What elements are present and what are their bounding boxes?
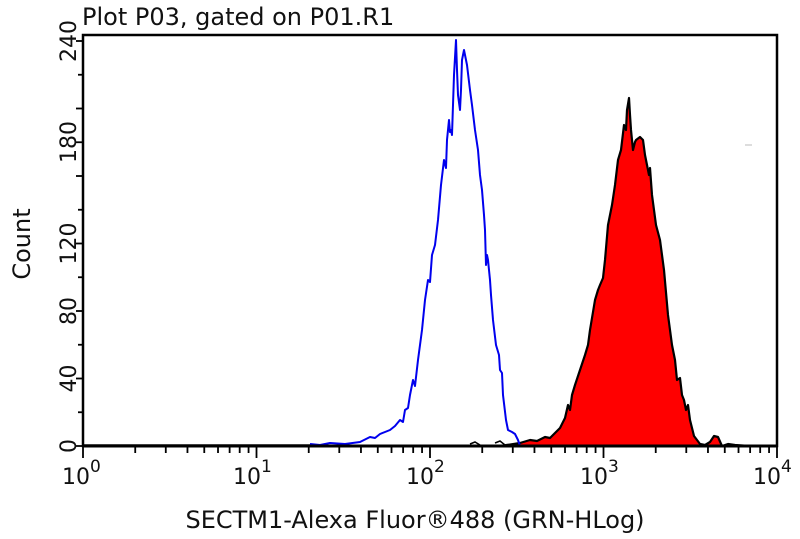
y-axis-ticks: [76, 40, 83, 447]
y-tick-label-0: 0: [57, 439, 82, 453]
plot-title: Plot P03, gated on P01.R1: [82, 3, 395, 31]
x-tick-label-1e2: 102: [406, 457, 445, 490]
x-tick-label-1e4: 104: [753, 457, 792, 490]
y-tick-label-120: 120: [57, 223, 82, 265]
x-tick-labels: 100 101 102 103 104: [62, 457, 792, 490]
baseline-noise: [84, 440, 506, 446]
y-tick-label-240: 240: [57, 20, 82, 62]
x-tick-label-1e0: 100: [62, 457, 101, 490]
sample-histogram-fill: [498, 96, 752, 448]
y-axis-label: Count: [8, 208, 36, 280]
x-tick-label-1e1: 101: [233, 457, 272, 490]
x-tick-label-1e3: 103: [580, 457, 619, 490]
x-axis-ticks: [82, 446, 778, 458]
control-histogram-line: [309, 39, 521, 447]
y-tick-label-40: 40: [57, 365, 82, 393]
y-tick-labels: 0 40 80 120 180 240: [57, 20, 82, 453]
y-tick-label-80: 80: [57, 297, 82, 325]
y-tick-label-180: 180: [57, 121, 82, 163]
x-axis-label: SECTM1-Alexa Fluor®488 (GRN-HLog): [185, 506, 645, 534]
